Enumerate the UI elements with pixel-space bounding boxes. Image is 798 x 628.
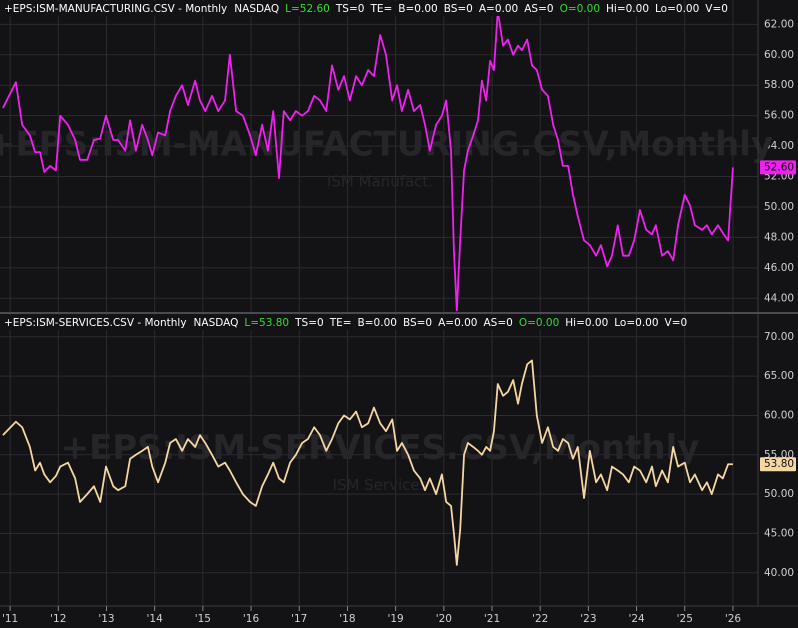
y-tick-label: 54.00 — [764, 140, 794, 152]
header-item: AS=0 — [524, 3, 553, 15]
header: +EPS:ISM-MANUFACTURING.CSV - Monthly NASD… — [4, 3, 728, 15]
header: +EPS:ISM-SERVICES.CSV - Monthly NASDAQ L=5… — [4, 317, 687, 329]
y-tick-label: 60.00 — [764, 49, 794, 61]
header-item: +EPS:ISM-MANUFACTURING.CSV - Monthly — [4, 3, 227, 15]
header-item: A=0.00 — [479, 3, 518, 15]
header-item: NASDAQ — [194, 317, 239, 329]
header-item: A=0.00 — [438, 317, 477, 329]
watermark-subtitle: ISM Services — [333, 476, 428, 494]
header-item: BS=0 — [403, 317, 432, 329]
header-item: O=0.00 — [560, 3, 600, 15]
header-item: B=0.00 — [358, 317, 397, 329]
watermark-subtitle: ISM Manufact. — [327, 173, 433, 191]
x-tick-label: '19 — [387, 613, 403, 625]
y-tick-label: 40.00 — [764, 567, 794, 579]
x-tick-label: '11 — [2, 613, 18, 625]
last-value-box — [760, 160, 796, 175]
last-value-box — [760, 457, 796, 472]
header-item: Hi=0.00 — [606, 3, 649, 15]
header-item: Hi=0.00 — [565, 317, 608, 329]
last-value-label: 52.60 — [764, 161, 794, 173]
series-line — [2, 9, 734, 312]
y-tick-label: 50.00 — [764, 201, 794, 213]
header-item: Lo=0.00 — [614, 317, 658, 329]
x-tick-label: '20 — [436, 613, 452, 625]
header-item: BS=0 — [444, 3, 473, 15]
header-item: O=0.00 — [519, 317, 559, 329]
header-item: TS=0 — [294, 317, 324, 329]
header-item: +EPS:ISM-SERVICES.CSV - Monthly — [4, 317, 187, 329]
header-item: Lo=0.00 — [655, 3, 699, 15]
x-tick-label: '22 — [532, 613, 548, 625]
header-item: TE= — [329, 317, 352, 329]
header-item: NASDAQ — [234, 3, 279, 15]
header-item: V=0 — [705, 3, 728, 15]
header-item: V=0 — [665, 317, 688, 329]
header-item: B=0.00 — [398, 3, 437, 15]
y-tick-label: 58.00 — [764, 79, 794, 91]
header-item: TS=0 — [335, 3, 365, 15]
y-tick-label: 48.00 — [764, 231, 794, 243]
header-item: AS=0 — [483, 317, 512, 329]
x-tick-label: '25 — [677, 613, 693, 625]
x-tick-label: '21 — [484, 613, 500, 625]
y-tick-label: 50.00 — [764, 488, 794, 500]
y-tick-label: 62.00 — [764, 18, 794, 30]
y-tick-label: 45.00 — [764, 527, 794, 539]
y-tick-label: 44.00 — [764, 292, 794, 304]
x-tick-label: '13 — [98, 613, 114, 625]
header-item: L=53.80 — [244, 317, 289, 329]
y-tick-label: 70.00 — [764, 331, 794, 343]
header-item: L=52.60 — [285, 3, 330, 15]
y-tick-label: 65.00 — [764, 370, 794, 382]
y-tick-label: 60.00 — [764, 409, 794, 421]
y-tick-label: 46.00 — [764, 262, 794, 274]
header-background — [0, 1, 661, 16]
series-line — [2, 359, 733, 566]
x-tick-label: '18 — [339, 613, 355, 625]
y-tick-label: 56.00 — [764, 110, 794, 122]
x-tick-label: '24 — [628, 613, 645, 625]
last-value-label: 53.80 — [764, 458, 794, 470]
watermark: +EPS:ISM-MANUFACTURING.CSV,Monthly — [0, 125, 773, 165]
header-background — [0, 315, 621, 330]
x-tick-label: '12 — [50, 613, 66, 625]
x-tick-label: '23 — [580, 613, 596, 625]
watermark: +EPS:ISM-SERVICES.CSV,Monthly — [61, 428, 700, 468]
x-tick-label: '17 — [291, 613, 307, 625]
x-tick-label: '16 — [243, 613, 260, 625]
x-tick-label: '26 — [725, 613, 742, 625]
x-tick-label: '15 — [195, 613, 211, 625]
header-item: TE= — [369, 3, 392, 15]
x-tick-label: '14 — [147, 613, 164, 625]
